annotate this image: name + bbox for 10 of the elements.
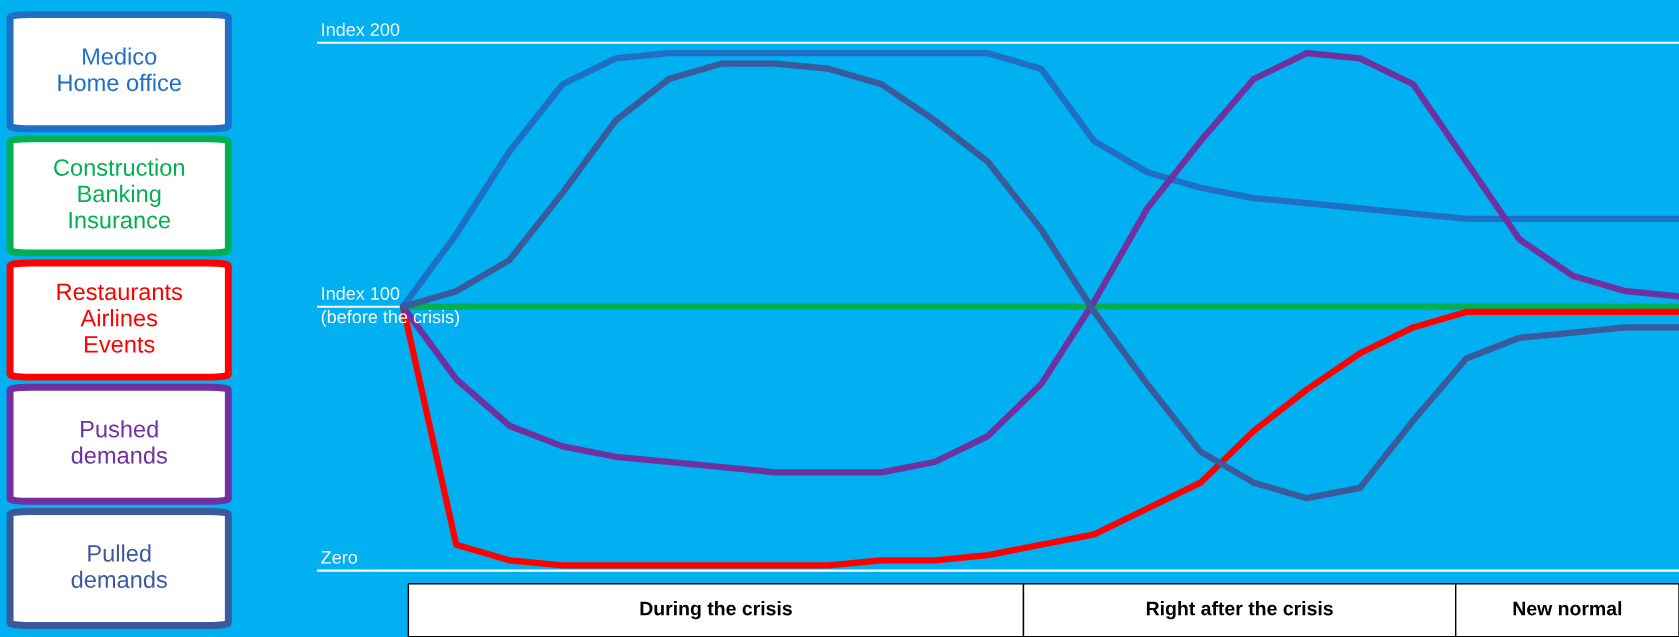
text: Construction Banking Insurance [54,158,184,229]
text: Right after the crisis [1146,601,1333,620]
text: New normal [1513,601,1622,616]
text: Pulled demands [71,544,167,588]
text: Restaurants Airlines Events [57,283,183,353]
text: During the crisis [640,601,792,620]
text: Medico Home office [58,47,181,92]
ref-line-label: Index 200 [322,22,400,36]
text: Pushed demands [71,420,167,464]
ref-line-label: Zero [321,551,358,564]
